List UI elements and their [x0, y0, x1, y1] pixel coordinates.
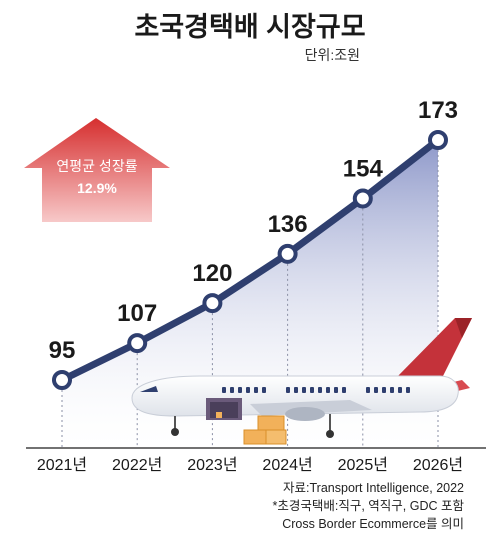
unit-label: 단위:조원 [305, 47, 360, 63]
x-tick-label: 2024년 [262, 456, 312, 474]
data-point [202, 293, 223, 314]
value-labels: 95 107 120 136 154 173 [49, 97, 458, 364]
area-fill [62, 140, 438, 448]
x-tick-label: 2025년 [338, 456, 388, 474]
data-value-label: 107 [117, 300, 157, 327]
data-line [58, 136, 442, 384]
data-point [428, 130, 448, 150]
x-axis-ticks: 2021년 2022년 2023년 2024년 2025년 2026년 [37, 456, 463, 474]
data-point [352, 188, 373, 209]
data-value-label: 120 [192, 260, 232, 287]
x-tick-label: 2022년 [112, 456, 162, 474]
data-point [277, 243, 298, 264]
source-note-3: Cross Border Ecommerce를 의미 [282, 517, 464, 531]
source-note-1: 자료:Transport Intelligence, 2022 [283, 481, 464, 495]
x-tick-label: 2021년 [37, 456, 87, 474]
data-markers [52, 130, 448, 390]
growth-arrow-icon [24, 118, 170, 222]
airplane-illustration [131, 318, 472, 445]
x-tick-label: 2023년 [187, 456, 237, 474]
x-tick-label: 2026년 [413, 456, 463, 474]
data-value-label: 173 [418, 97, 458, 124]
data-point [127, 333, 148, 354]
source-note-2: *초경국택배:직구, 역직구, GDC 포함 [273, 499, 465, 513]
data-value-label: 154 [343, 155, 384, 182]
data-point [52, 370, 72, 390]
data-value-label: 136 [268, 211, 308, 238]
chart-title: 초국경택배 시장규모 [134, 12, 365, 42]
growth-badge: 연평균 성장률 12.9% [24, 118, 170, 222]
data-value-label: 95 [49, 337, 76, 364]
growth-badge-value: 12.9% [77, 180, 117, 196]
growth-badge-label: 연평균 성장률 [56, 158, 137, 174]
